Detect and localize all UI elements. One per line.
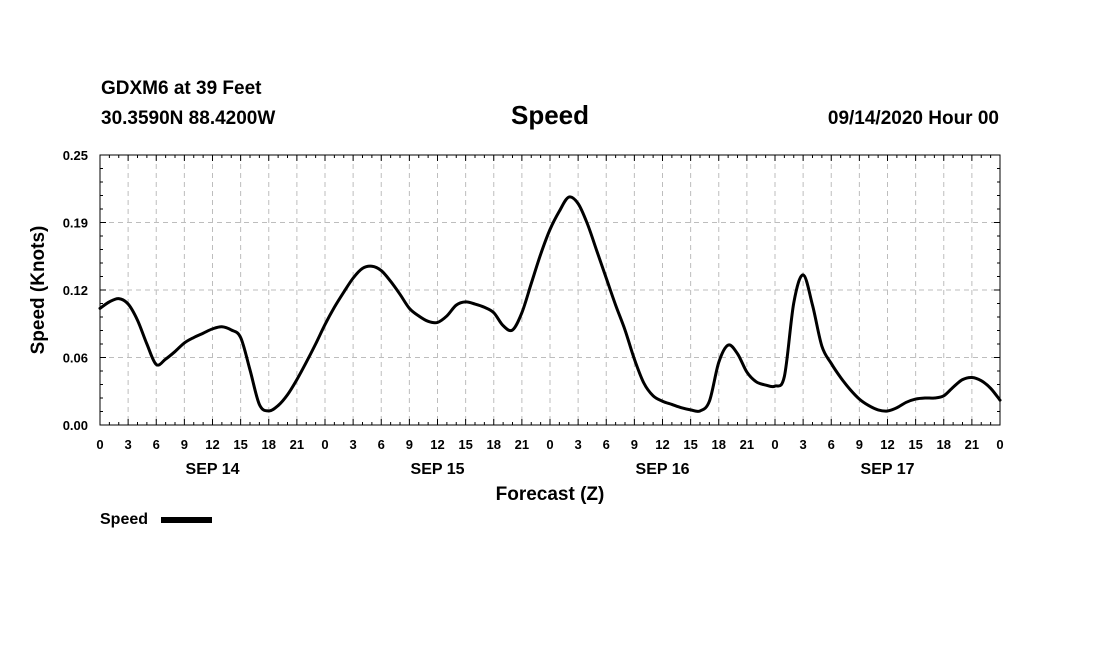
legend-label: Speed — [100, 511, 148, 528]
y-tick-label: 0.06 — [63, 351, 88, 366]
x-tick-label: 6 — [828, 437, 835, 452]
x-tick-label: 9 — [856, 437, 863, 452]
day-label: SEP 15 — [411, 461, 465, 478]
x-tick-label: 18 — [262, 437, 276, 452]
grid-lines — [100, 155, 1000, 425]
x-tick-label: 3 — [350, 437, 357, 452]
x-tick-label: 9 — [406, 437, 413, 452]
x-tick-label: 15 — [683, 437, 697, 452]
x-tick-label: 15 — [458, 437, 472, 452]
y-tick-label: 0.12 — [63, 283, 88, 298]
day-label: SEP 17 — [861, 461, 915, 478]
day-labels: SEP 14 SEP 15 SEP 16 SEP 17 — [186, 461, 915, 478]
x-tick-label: 18 — [712, 437, 726, 452]
x-axis-label: Forecast (Z) — [496, 484, 605, 505]
x-tick-label: 21 — [965, 437, 979, 452]
x-tick-label: 18 — [487, 437, 501, 452]
x-tick-label: 3 — [125, 437, 132, 452]
x-tick-label: 12 — [655, 437, 669, 452]
x-tick-label: 12 — [880, 437, 894, 452]
x-tick-label: 3 — [575, 437, 582, 452]
speed-series-line — [98, 195, 1002, 413]
x-tick-label: 0 — [96, 437, 103, 452]
x-tick-label: 12 — [430, 437, 444, 452]
x-tick-label: 15 — [233, 437, 247, 452]
day-label: SEP 16 — [636, 461, 690, 478]
x-tick-label: 18 — [937, 437, 951, 452]
plot-frame — [99, 154, 1001, 426]
x-tick-labels: 0 3 6 9 12 15 18 21 0 3 6 9 12 15 18 21 0 3 6 9 12 15 18 21 0 3 6 9… — [96, 437, 1003, 452]
y-tick-label: 0.25 — [63, 148, 88, 163]
y-tick-label: 0.00 — [63, 418, 88, 433]
day-label: SEP 14 — [186, 461, 240, 478]
x-tick-label: 3 — [800, 437, 807, 452]
x-tick-label: 9 — [631, 437, 638, 452]
y-tick-labels: 0.00 0.06 0.12 0.19 0.25 — [63, 148, 88, 433]
chart-title: Speed — [511, 100, 589, 130]
x-tick-label: 21 — [515, 437, 529, 452]
x-tick-label: 6 — [378, 437, 385, 452]
x-tick-label: 6 — [603, 437, 610, 452]
y-tick-label: 0.19 — [63, 216, 88, 231]
x-tick-label: 0 — [996, 437, 1003, 452]
x-tick-label: 0 — [321, 437, 328, 452]
x-tick-label: 9 — [181, 437, 188, 452]
y-axis-label: Speed (Knots) — [28, 226, 49, 355]
x-tick-label: 0 — [771, 437, 778, 452]
x-tick-label: 6 — [153, 437, 160, 452]
x-tick-label: 12 — [205, 437, 219, 452]
coordinates-label: 30.3590N 88.4200W — [101, 108, 275, 129]
station-label: GDXM6 at 39 Feet — [101, 78, 262, 99]
x-tick-label: 21 — [740, 437, 754, 452]
forecast-datetime: 09/14/2020 Hour 00 — [828, 108, 999, 129]
legend-swatch — [161, 517, 212, 523]
legend: Speed — [100, 511, 212, 528]
x-tick-label: 21 — [290, 437, 304, 452]
x-tick-label: 0 — [546, 437, 553, 452]
x-tick-label: 15 — [908, 437, 922, 452]
